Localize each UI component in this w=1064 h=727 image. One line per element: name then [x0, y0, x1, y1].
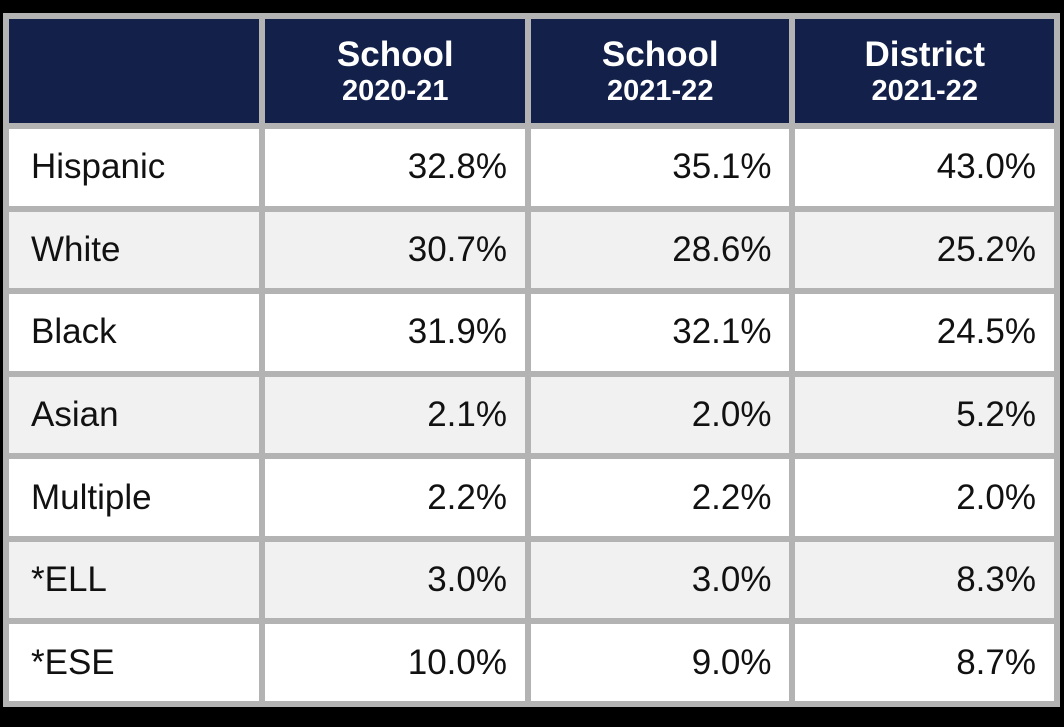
- column-header-school-2021-22: School 2021-22: [530, 19, 790, 123]
- column-header-school-2020-21: School 2020-21: [265, 19, 525, 123]
- row-label: Multiple: [9, 459, 260, 536]
- demographics-table: School 2020-21 School 2021-22 District 2…: [3, 13, 1060, 707]
- cell-value: 43.0%: [795, 129, 1054, 206]
- cell-value: 2.0%: [795, 459, 1054, 536]
- cell-value: 3.0%: [530, 541, 790, 619]
- column-header-title: District: [864, 34, 986, 74]
- cell-value: 2.0%: [530, 376, 790, 454]
- table-row-asian: Asian 2.1% 2.0% 5.2%: [9, 376, 1054, 454]
- table-body: Hispanic 32.8% 35.1% 43.0% White 30.7% 2…: [9, 129, 1054, 701]
- cell-value: 25.2%: [795, 211, 1054, 289]
- cell-value: 8.7%: [795, 624, 1054, 701]
- header-row: School 2020-21 School 2021-22 District 2…: [9, 19, 1054, 123]
- cell-value: 2.2%: [265, 459, 525, 536]
- row-label: White: [9, 211, 260, 289]
- column-header-subtitle: 2021-22: [871, 74, 978, 107]
- cell-value: 5.2%: [795, 376, 1054, 454]
- row-label: Black: [9, 294, 260, 371]
- cell-value: 32.1%: [530, 294, 790, 371]
- cell-value: 31.9%: [265, 294, 525, 371]
- cell-value: 32.8%: [265, 129, 525, 206]
- table-row-ese: *ESE 10.0% 9.0% 8.7%: [9, 624, 1054, 701]
- table-row-black: Black 31.9% 32.1% 24.5%: [9, 294, 1054, 371]
- column-header-subtitle: 2021-22: [607, 74, 714, 107]
- table-row-multiple: Multiple 2.2% 2.2% 2.0%: [9, 459, 1054, 536]
- cell-value: 8.3%: [795, 541, 1054, 619]
- table-row-ell: *ELL 3.0% 3.0% 8.3%: [9, 541, 1054, 619]
- cell-value: 9.0%: [530, 624, 790, 701]
- table-header: School 2020-21 School 2021-22 District 2…: [9, 19, 1054, 123]
- cell-value: 24.5%: [795, 294, 1054, 371]
- cell-value: 2.1%: [265, 376, 525, 454]
- table-row-hispanic: Hispanic 32.8% 35.1% 43.0%: [9, 129, 1054, 206]
- cell-value: 3.0%: [265, 541, 525, 619]
- cell-value: 2.2%: [530, 459, 790, 536]
- row-label: Hispanic: [9, 129, 260, 206]
- cell-value: 35.1%: [530, 129, 790, 206]
- cell-value: 30.7%: [265, 211, 525, 289]
- row-label: *ELL: [9, 541, 260, 619]
- row-label: Asian: [9, 376, 260, 454]
- row-label: *ESE: [9, 624, 260, 701]
- cell-value: 28.6%: [530, 211, 790, 289]
- column-header-title: School: [601, 34, 719, 74]
- demographics-table-frame: School 2020-21 School 2021-22 District 2…: [3, 13, 1060, 707]
- cell-value: 10.0%: [265, 624, 525, 701]
- column-header-subtitle: 2020-21: [342, 74, 449, 107]
- table-row-white: White 30.7% 28.6% 25.2%: [9, 211, 1054, 289]
- column-header-district-2021-22: District 2021-22: [795, 19, 1054, 123]
- corner-cell: [9, 19, 260, 123]
- column-header-title: School: [336, 34, 454, 74]
